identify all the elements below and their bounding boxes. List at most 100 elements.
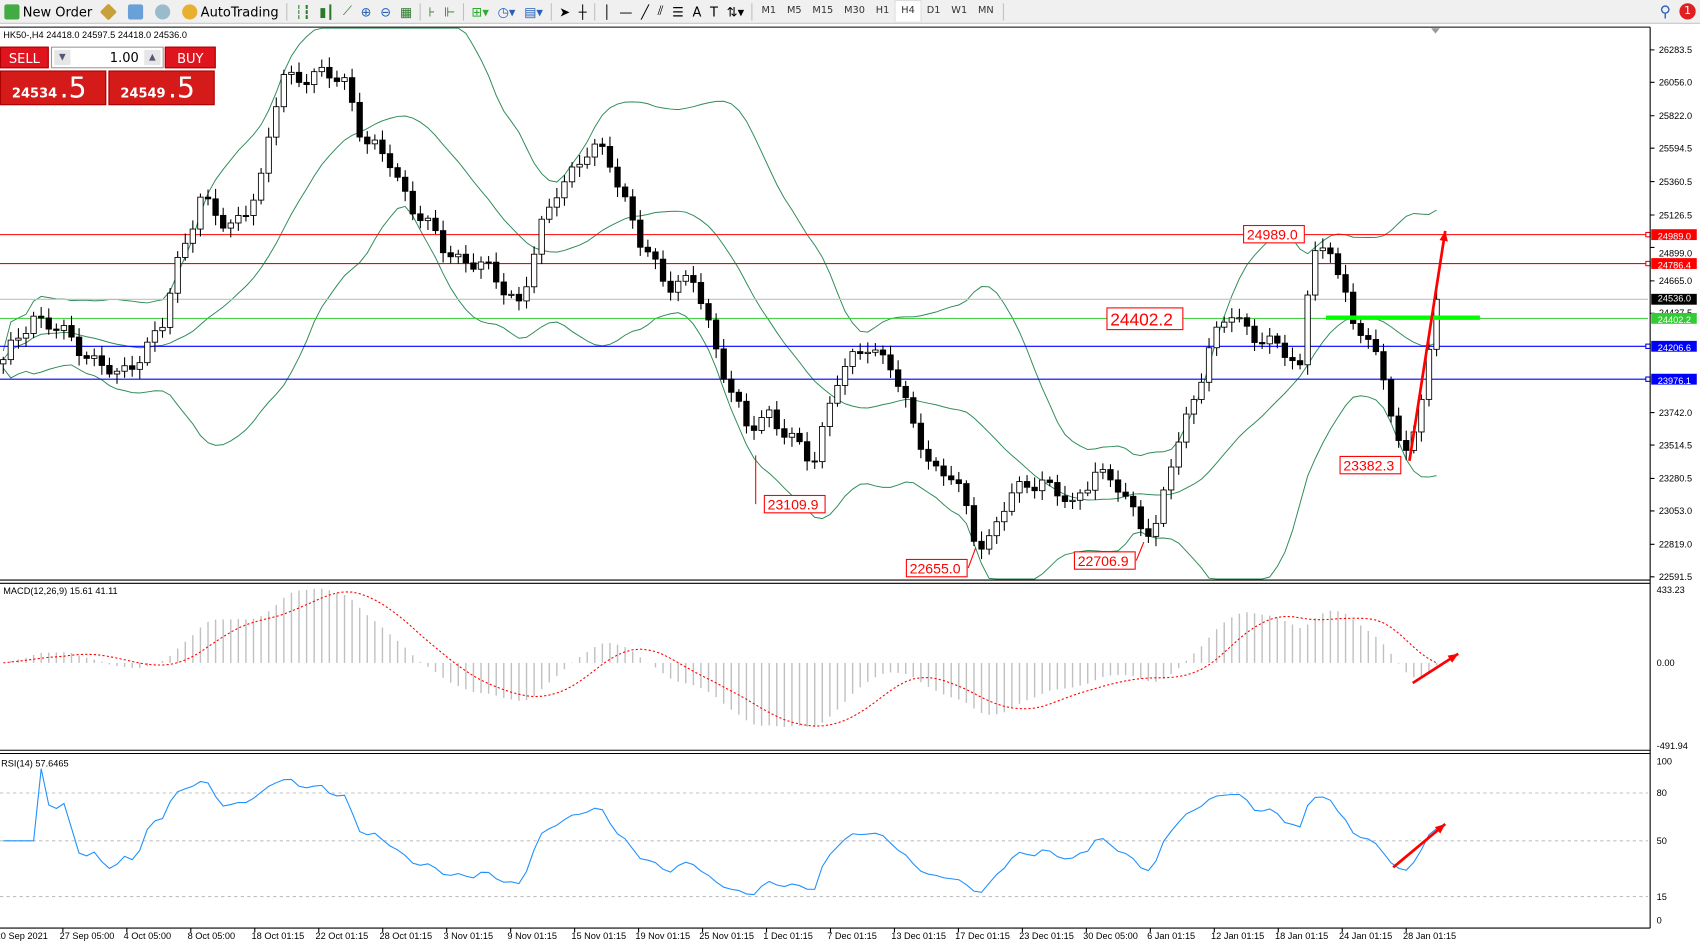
candle [1069, 499, 1076, 502]
timeframe-m15[interactable]: M15 [812, 5, 834, 17]
line-handle[interactable] [1645, 343, 1651, 349]
candle [333, 77, 341, 82]
price-up-arrow[interactable] [1408, 230, 1447, 461]
price-tick-label: 23280.5 [1659, 474, 1692, 484]
text-label-button[interactable]: T [706, 1, 723, 22]
trendline-button[interactable]: ╱ [637, 1, 654, 22]
timeframe-m1[interactable]: M1 [761, 5, 777, 17]
price-label-box[interactable] [1073, 551, 1136, 570]
candle [1319, 247, 1326, 252]
cursor-button[interactable]: ➤ [555, 1, 575, 22]
horizontal-line-icon: — [619, 3, 633, 19]
channel-icon: ⫽ [657, 3, 664, 19]
autoscroll-icon: ⊦ [428, 3, 436, 19]
macd-signal-line [3, 591, 1437, 727]
candle [1122, 491, 1129, 497]
candle [1274, 335, 1281, 344]
chart-window[interactable]: 24989.0 24402.2 23109.9 22655.0 22706.9 23382… [0, 26, 1700, 942]
price-label-box[interactable] [905, 558, 968, 578]
chart-shift-marker[interactable] [1431, 28, 1440, 34]
timeframe-d1[interactable]: D1 [926, 5, 941, 17]
timeframe-h1[interactable]: H1 [875, 5, 890, 17]
macd-axis-label: 433.23 [1657, 585, 1685, 595]
time-tick-label: 9 Nov 01:15 [507, 931, 557, 941]
candle [1251, 325, 1258, 343]
candle [106, 365, 113, 375]
candle [766, 409, 773, 418]
timeframe-m30[interactable]: M30 [844, 5, 865, 17]
candle [318, 66, 325, 73]
bar-chart-button[interactable]: ┆┇ [291, 1, 315, 22]
price-tick-label: 22819.0 [1659, 540, 1692, 550]
chart-header: HK50-,H4 24418.0 24597.5 24418.0 24536.0 [3, 30, 187, 40]
candle [1228, 317, 1235, 323]
candlestick-button[interactable]: ▮┃ [315, 1, 339, 22]
periods-button[interactable]: ◷▾ [493, 1, 520, 22]
zoom-out-button[interactable]: ⊖ [376, 1, 396, 22]
notifications-button[interactable]: 1 [1675, 1, 1700, 22]
lot-decrease-button[interactable]: ▼ [54, 49, 71, 66]
autoscroll-button[interactable]: ⊦ [424, 1, 439, 22]
sell-price[interactable]: 24534.5 [0, 70, 107, 106]
chart-shift-button[interactable]: ⊩ [440, 1, 460, 22]
candle [250, 199, 257, 216]
buy-price[interactable]: 24549.5 [108, 70, 215, 106]
templates-button[interactable]: ▤▾ [520, 1, 548, 22]
text-button[interactable]: A [688, 1, 706, 22]
terminal-button[interactable] [124, 1, 151, 22]
zoom-in-button[interactable]: ⊕ [356, 1, 376, 22]
time-tick-label: 22 Oct 01:15 [316, 931, 369, 941]
horizontal-line-button[interactable]: — [615, 1, 637, 22]
label-connector [1135, 541, 1145, 561]
rsi-label: RSI(14) 57.6465 [1, 759, 69, 769]
line-handle[interactable] [1645, 260, 1651, 267]
timeframe-m5[interactable]: M5 [786, 5, 802, 17]
price-label-box[interactable] [1339, 455, 1402, 475]
buy-button[interactable]: BUY [164, 46, 216, 69]
price-label-box[interactable] [1106, 307, 1184, 331]
timeframe-mn[interactable]: MN [977, 5, 994, 17]
rsi-up-arrow[interactable] [1392, 822, 1447, 869]
line-handle[interactable] [1645, 231, 1651, 238]
time-tick-label: 7 Dec 01:15 [827, 931, 877, 941]
candle [1281, 342, 1289, 358]
price-label-box[interactable] [763, 494, 826, 514]
line-handle[interactable] [1645, 376, 1651, 382]
price-label-box[interactable] [1243, 224, 1305, 244]
separator [594, 2, 596, 21]
candle [303, 81, 310, 86]
lot-size-input[interactable]: ▼ 1.00 ▲ [50, 46, 164, 69]
arrows-button[interactable]: ⇅▾ [722, 1, 748, 22]
indicators-button[interactable]: ⊞▾ [467, 1, 493, 22]
candle [1266, 335, 1273, 345]
search-button[interactable]: ⚲ [1655, 1, 1675, 22]
sell-button[interactable]: SELL [0, 46, 49, 69]
vertical-line-button[interactable]: │ [599, 1, 616, 22]
new-order-button[interactable]: New Order [0, 1, 97, 22]
candle [197, 196, 204, 230]
autotrading-button[interactable]: AutoTrading [178, 1, 283, 22]
lot-increase-button[interactable]: ▲ [144, 49, 161, 66]
candle [705, 303, 712, 321]
crosshair-button[interactable]: ┼ [574, 1, 591, 22]
candle [591, 143, 598, 158]
candle [1342, 274, 1349, 293]
candle [1418, 398, 1425, 433]
bollinger-middle-band [2, 115, 1437, 501]
bar-chart-icon: ┆┇ [294, 3, 311, 19]
chart-canvas[interactable]: 24989.0 24402.2 23109.9 22655.0 22706.9 23382… [0, 26, 1700, 942]
candle [530, 253, 538, 288]
timeframe-w1[interactable]: W1 [951, 5, 968, 17]
metaeditor-button[interactable] [97, 1, 124, 22]
lot-value[interactable]: 1.00 [109, 49, 139, 66]
timeframe-h4[interactable]: H4 [894, 0, 922, 23]
signals-button[interactable] [151, 1, 178, 22]
equidistant-channel-button[interactable]: ⫽ [653, 1, 667, 22]
price-tick-label: 24899.0 [1659, 248, 1692, 258]
line-chart-button[interactable]: ⟋ [339, 1, 357, 22]
candle [561, 181, 568, 199]
tile-windows-button[interactable]: ▦ [396, 1, 417, 22]
templates-icon: ▤▾ [524, 3, 543, 19]
candle [606, 146, 614, 168]
fibonacci-button[interactable]: ☰ [668, 1, 688, 22]
